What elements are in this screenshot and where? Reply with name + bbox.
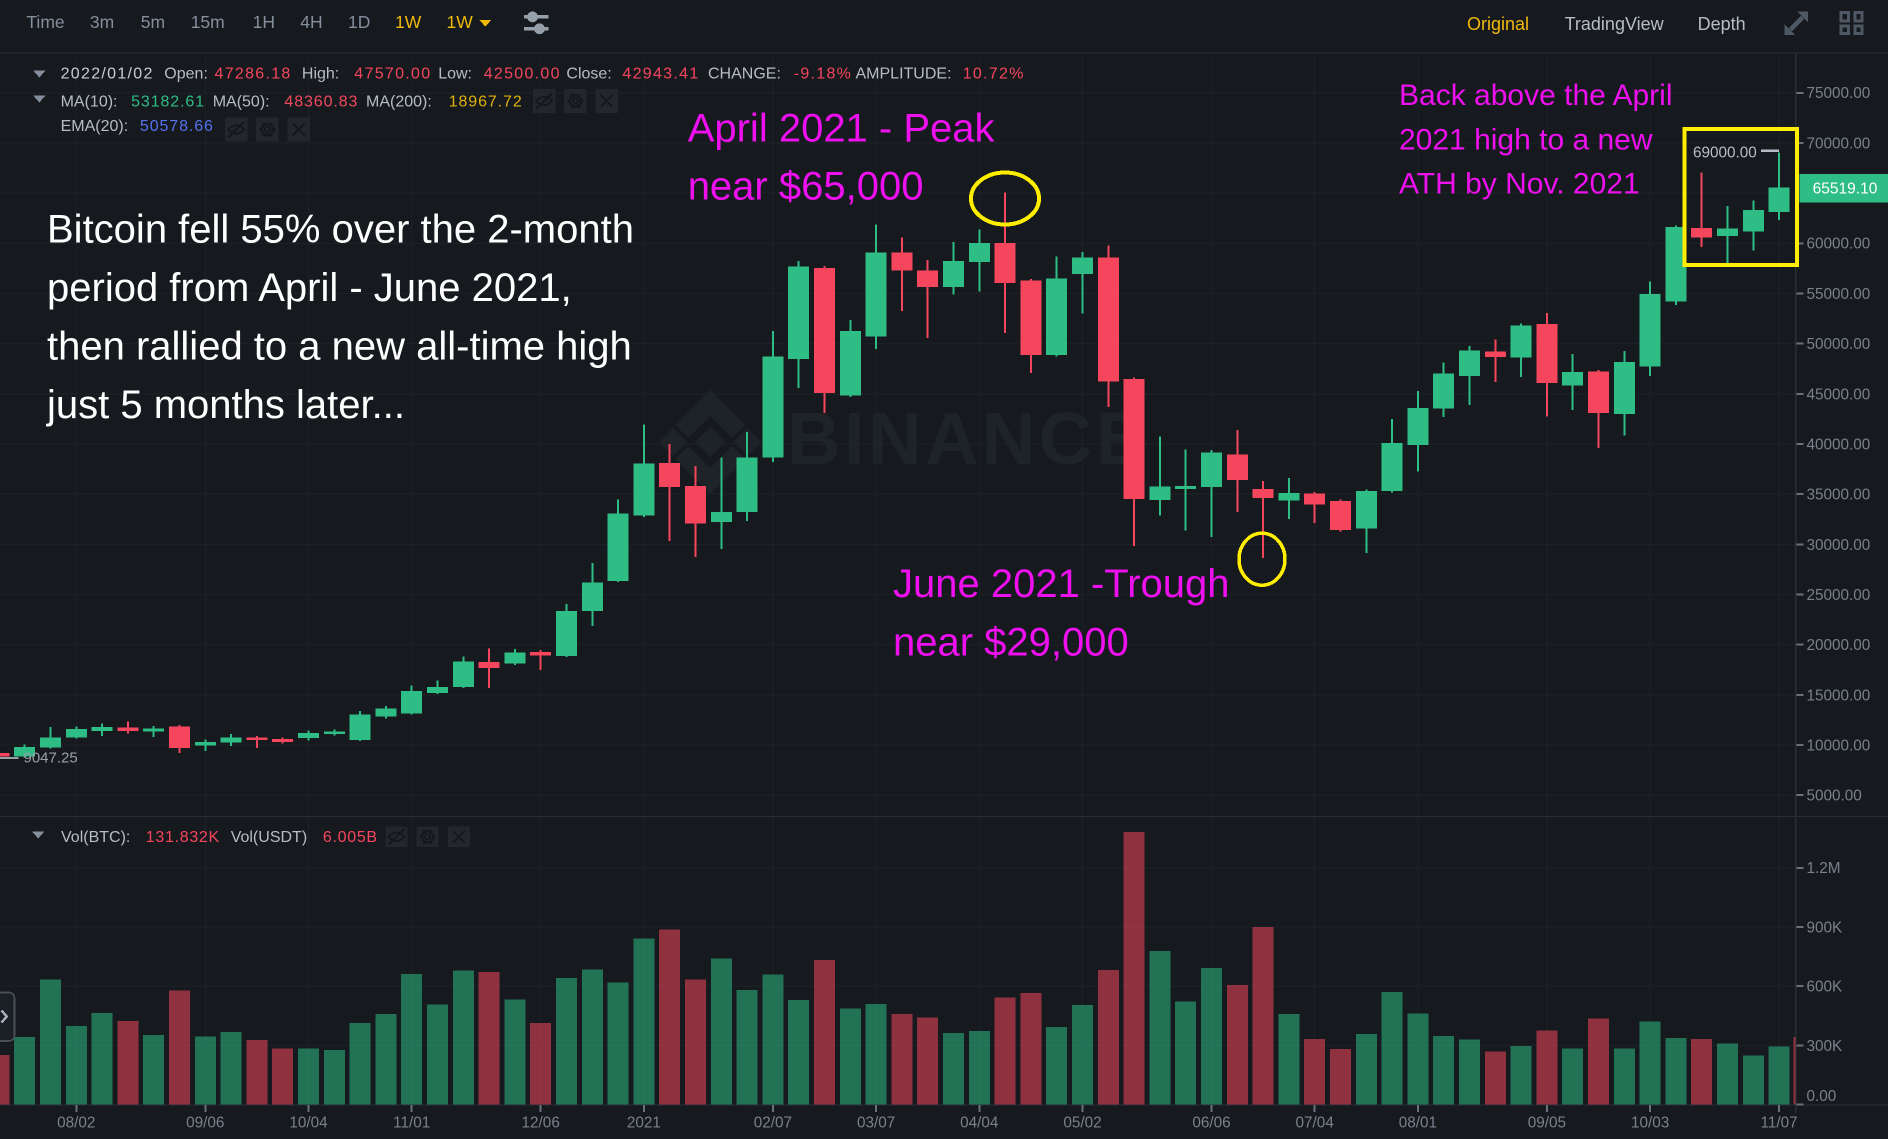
svg-text:Open:: Open:	[164, 66, 208, 83]
svg-text:69000.00: 69000.00	[1693, 145, 1757, 162]
svg-text:Depth: Depth	[1698, 14, 1746, 34]
svg-text:MA(200):: MA(200):	[366, 93, 432, 110]
svg-text:Vol(BTC):: Vol(BTC):	[61, 829, 130, 846]
svg-text:30000.00: 30000.00	[1807, 537, 1871, 554]
svg-text:50578.66: 50578.66	[140, 118, 214, 135]
svg-text:Time: Time	[26, 12, 64, 32]
svg-text:02/07: 02/07	[754, 1115, 792, 1132]
svg-text:1H: 1H	[253, 12, 275, 32]
svg-text:10/04: 10/04	[289, 1115, 328, 1132]
svg-text:1.2M: 1.2M	[1807, 860, 1841, 877]
svg-text:900K: 900K	[1807, 919, 1844, 936]
svg-text:1W: 1W	[395, 12, 422, 32]
svg-text:just 5 months later...: just 5 months later...	[46, 383, 405, 427]
svg-text:65519.10: 65519.10	[1813, 181, 1878, 198]
svg-text:131.832K: 131.832K	[146, 829, 220, 846]
svg-text:70000.00: 70000.00	[1807, 135, 1871, 152]
svg-text:48360.83: 48360.83	[284, 93, 358, 110]
svg-text:47570.00: 47570.00	[354, 66, 431, 83]
svg-text:Back above the April: Back above the April	[1399, 79, 1673, 112]
svg-text:08/02: 08/02	[57, 1115, 95, 1132]
svg-text:05/02: 05/02	[1063, 1115, 1101, 1132]
svg-text:1W: 1W	[447, 12, 474, 32]
svg-text:75000.00: 75000.00	[1807, 85, 1871, 102]
svg-text:Vol(USDT): Vol(USDT)	[231, 829, 307, 846]
svg-text:50000.00: 50000.00	[1807, 336, 1871, 353]
svg-text:Low:: Low:	[438, 66, 472, 83]
svg-text:5000.00: 5000.00	[1807, 788, 1862, 805]
svg-text:40000.00: 40000.00	[1807, 436, 1871, 453]
svg-text:07/04: 07/04	[1296, 1115, 1335, 1132]
svg-text:Close:: Close:	[566, 66, 611, 83]
svg-text:11/01: 11/01	[393, 1115, 430, 1132]
svg-text:55000.00: 55000.00	[1807, 286, 1871, 303]
svg-text:near $65,000: near $65,000	[688, 165, 924, 209]
svg-text:6.005B: 6.005B	[323, 829, 378, 846]
svg-text:25000.00: 25000.00	[1807, 587, 1871, 604]
svg-text:03/07: 03/07	[857, 1115, 895, 1132]
svg-text:2021: 2021	[627, 1115, 661, 1132]
svg-text:11/07: 11/07	[1761, 1115, 1798, 1132]
svg-text:20000.00: 20000.00	[1807, 637, 1871, 654]
svg-text:MA(50):: MA(50):	[213, 93, 270, 110]
svg-text:9047.25: 9047.25	[24, 749, 78, 766]
svg-text:10.72%: 10.72%	[963, 66, 1025, 83]
svg-text:-9.18%: -9.18%	[794, 66, 853, 83]
svg-text:42500.00: 42500.00	[484, 66, 561, 83]
svg-text:4H: 4H	[300, 12, 322, 32]
svg-text:June 2021 -Trough: June 2021 -Trough	[893, 562, 1230, 606]
svg-text:42943.41: 42943.41	[622, 66, 699, 83]
svg-text:18967.72: 18967.72	[449, 93, 523, 110]
svg-text:2021 high to a new: 2021 high to a new	[1399, 123, 1653, 156]
svg-text:High:: High:	[302, 66, 339, 83]
svg-text:09/05: 09/05	[1528, 1115, 1566, 1132]
svg-text:BINANCE: BINANCE	[787, 397, 1149, 480]
svg-text:near $29,000: near $29,000	[893, 621, 1129, 665]
svg-text:12/06: 12/06	[522, 1115, 560, 1132]
svg-text:period from April - June 2021,: period from April - June 2021,	[47, 266, 572, 310]
svg-text:MA(10):: MA(10):	[61, 93, 118, 110]
svg-text:CHANGE:: CHANGE:	[708, 66, 781, 83]
svg-text:300K: 300K	[1807, 1038, 1844, 1055]
svg-text:Original: Original	[1467, 14, 1529, 34]
svg-text:1D: 1D	[348, 12, 370, 32]
svg-text:Bitcoin fell 55% over the 2-mo: Bitcoin fell 55% over the 2-month	[47, 208, 634, 252]
svg-text:10/03: 10/03	[1631, 1115, 1669, 1132]
svg-text:15m: 15m	[191, 12, 225, 32]
svg-text:TradingView: TradingView	[1565, 14, 1665, 34]
svg-text:AMPLITUDE:: AMPLITUDE:	[856, 66, 952, 83]
svg-text:60000.00: 60000.00	[1807, 236, 1871, 253]
svg-text:45000.00: 45000.00	[1807, 386, 1871, 403]
svg-text:15000.00: 15000.00	[1807, 687, 1871, 704]
svg-text:600K: 600K	[1807, 978, 1844, 995]
svg-text:10000.00: 10000.00	[1807, 737, 1871, 754]
svg-text:04/04: 04/04	[960, 1115, 999, 1132]
svg-text:ATH by Nov. 2021: ATH by Nov. 2021	[1399, 167, 1640, 200]
svg-text:EMA(20):: EMA(20):	[61, 118, 129, 135]
svg-text:08/01: 08/01	[1399, 1115, 1437, 1132]
svg-text:5m: 5m	[141, 12, 165, 32]
svg-text:2022/01/02: 2022/01/02	[61, 66, 154, 83]
svg-text:47286.18: 47286.18	[215, 66, 292, 83]
svg-text:09/06: 09/06	[186, 1115, 224, 1132]
svg-text:0.00: 0.00	[1807, 1088, 1837, 1105]
svg-text:April 2021 - Peak: April 2021 - Peak	[688, 106, 996, 150]
svg-text:53182.61: 53182.61	[131, 93, 205, 110]
svg-text:3m: 3m	[90, 12, 114, 32]
svg-text:35000.00: 35000.00	[1807, 487, 1871, 504]
svg-text:06/06: 06/06	[1192, 1115, 1230, 1132]
svg-text:then rallied to a new all-time: then rallied to a new all-time high	[47, 325, 632, 369]
